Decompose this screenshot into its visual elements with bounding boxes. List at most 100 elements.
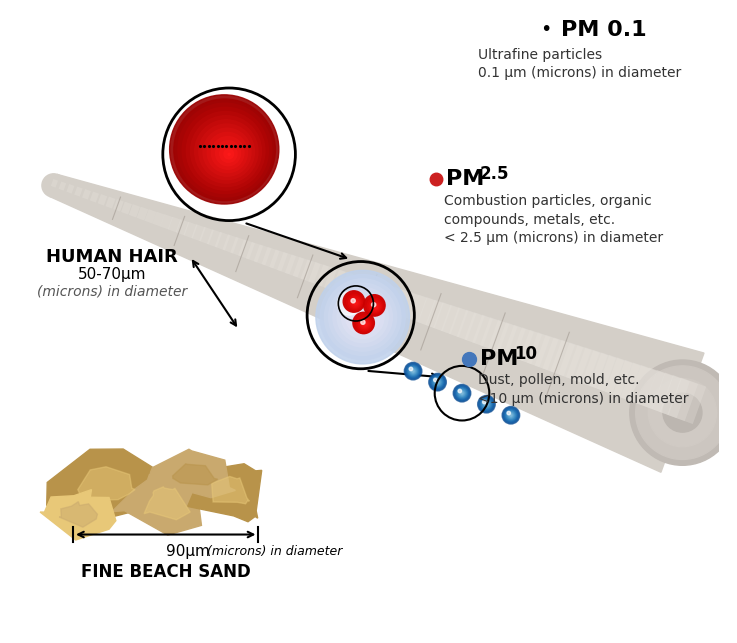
Text: Ultrafine particles: Ultrafine particles — [478, 48, 602, 62]
Text: •: • — [540, 20, 552, 39]
Circle shape — [343, 291, 365, 312]
Circle shape — [347, 294, 362, 310]
Text: (microns) in diameter: (microns) in diameter — [203, 545, 342, 557]
Polygon shape — [144, 487, 190, 520]
Circle shape — [437, 381, 439, 383]
Polygon shape — [49, 174, 704, 472]
Circle shape — [191, 116, 262, 186]
Circle shape — [351, 298, 355, 303]
Text: FINE BEACH SAND: FINE BEACH SAND — [81, 563, 251, 581]
Circle shape — [195, 120, 258, 183]
Circle shape — [352, 300, 358, 306]
Text: < 2.5 μm (microns) in diameter: < 2.5 μm (microns) in diameter — [444, 231, 663, 245]
Circle shape — [453, 385, 471, 402]
Circle shape — [358, 318, 371, 330]
Circle shape — [436, 380, 439, 384]
Circle shape — [316, 270, 410, 364]
Circle shape — [350, 304, 375, 330]
Circle shape — [509, 413, 513, 417]
Circle shape — [203, 128, 251, 176]
Circle shape — [373, 303, 379, 310]
Circle shape — [434, 379, 441, 385]
Circle shape — [345, 293, 363, 311]
Circle shape — [346, 300, 380, 334]
Circle shape — [503, 408, 519, 423]
Circle shape — [363, 294, 385, 316]
Circle shape — [357, 316, 372, 331]
Circle shape — [508, 412, 514, 419]
Circle shape — [371, 302, 380, 311]
Circle shape — [212, 136, 244, 169]
Circle shape — [458, 389, 467, 397]
Circle shape — [433, 378, 441, 386]
Circle shape — [350, 298, 360, 307]
Circle shape — [483, 400, 486, 404]
Circle shape — [371, 303, 376, 307]
Circle shape — [663, 393, 702, 432]
Circle shape — [333, 287, 393, 347]
Circle shape — [649, 379, 716, 447]
Circle shape — [329, 283, 397, 351]
Circle shape — [433, 378, 437, 382]
Circle shape — [510, 414, 511, 416]
Circle shape — [409, 367, 413, 370]
Polygon shape — [172, 464, 217, 485]
Circle shape — [460, 391, 464, 395]
Text: 10: 10 — [514, 345, 537, 363]
Circle shape — [504, 409, 517, 422]
Circle shape — [506, 410, 517, 421]
Circle shape — [366, 296, 384, 315]
Circle shape — [486, 403, 487, 405]
Circle shape — [630, 360, 735, 466]
Text: PM: PM — [446, 168, 484, 188]
Polygon shape — [40, 489, 116, 540]
Text: 50-70μm: 50-70μm — [78, 267, 147, 282]
Circle shape — [358, 313, 367, 322]
Circle shape — [224, 149, 234, 159]
Circle shape — [42, 174, 66, 197]
Circle shape — [337, 291, 388, 343]
Circle shape — [479, 397, 494, 412]
Text: (microns) in diameter: (microns) in diameter — [37, 285, 187, 299]
Text: PM: PM — [480, 349, 518, 369]
Circle shape — [178, 103, 272, 197]
Circle shape — [507, 412, 511, 415]
Circle shape — [480, 398, 493, 411]
Circle shape — [320, 275, 405, 359]
Circle shape — [174, 99, 276, 201]
Circle shape — [408, 366, 419, 377]
Circle shape — [482, 400, 491, 408]
Circle shape — [360, 320, 369, 329]
Circle shape — [635, 366, 729, 460]
Text: 2.5: 2.5 — [480, 165, 509, 183]
Circle shape — [458, 389, 461, 393]
Circle shape — [186, 111, 265, 190]
Circle shape — [454, 386, 469, 401]
Circle shape — [199, 124, 254, 179]
Circle shape — [461, 392, 463, 394]
Circle shape — [405, 363, 421, 379]
Circle shape — [481, 399, 492, 410]
Circle shape — [367, 298, 383, 314]
Circle shape — [412, 370, 414, 372]
Circle shape — [220, 145, 237, 162]
Text: HUMAN HAIR: HUMAN HAIR — [46, 248, 178, 266]
Circle shape — [459, 390, 465, 396]
Circle shape — [407, 365, 419, 377]
Circle shape — [409, 367, 417, 376]
Polygon shape — [188, 464, 262, 521]
Circle shape — [341, 296, 384, 338]
Circle shape — [502, 406, 520, 424]
Text: Combustion particles, organic: Combustion particles, organic — [444, 194, 652, 208]
Circle shape — [170, 95, 279, 204]
Circle shape — [354, 314, 373, 332]
Circle shape — [410, 368, 416, 374]
Polygon shape — [212, 476, 249, 503]
Circle shape — [228, 153, 230, 155]
Polygon shape — [59, 502, 97, 527]
Circle shape — [349, 296, 361, 309]
Circle shape — [432, 377, 443, 388]
Circle shape — [207, 132, 248, 173]
Polygon shape — [150, 449, 235, 498]
Text: 90μm: 90μm — [166, 543, 209, 559]
